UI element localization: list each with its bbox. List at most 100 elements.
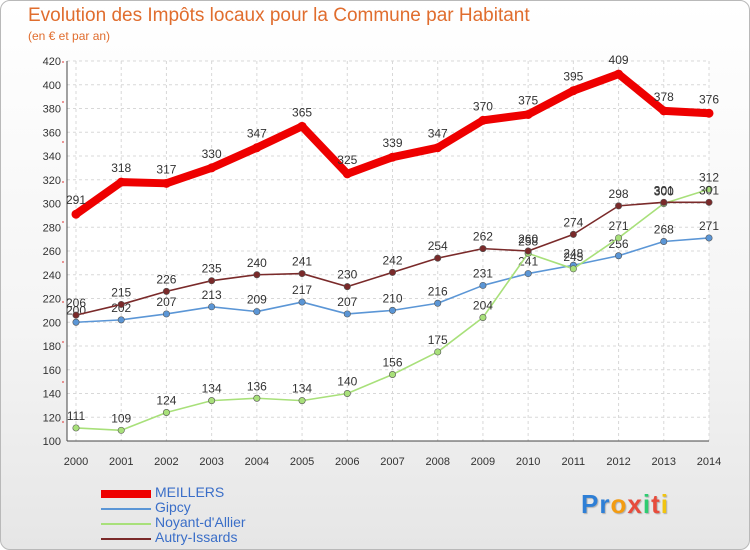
- chart-subtitle: (en € et par an): [28, 29, 111, 43]
- data-label: 318: [111, 161, 131, 175]
- legend-label: Gipcy: [155, 499, 191, 515]
- logo-letter: o: [610, 489, 628, 519]
- y-tick-label: 220: [43, 294, 61, 306]
- data-label: 231: [473, 266, 493, 280]
- y-tick-label: 240: [43, 270, 61, 282]
- data-point: [660, 238, 668, 246]
- data-point: [161, 178, 171, 188]
- y-tick-label: 160: [43, 365, 61, 377]
- x-tick-label: 2000: [64, 456, 88, 468]
- y-tick-label: 420: [43, 56, 61, 68]
- data-label: 248: [563, 246, 583, 260]
- chart-title: Evolution des Impôts locaux pour la Comm…: [28, 5, 530, 26]
- data-point: [343, 283, 351, 291]
- logo-letter: P: [581, 489, 600, 519]
- data-label: 258: [518, 234, 538, 248]
- data-point: [523, 109, 533, 119]
- legend-swatch: [101, 508, 151, 510]
- data-label: 395: [563, 70, 583, 84]
- x-tick-label: 2007: [380, 456, 404, 468]
- legend-label: Noyant-d'Allier: [155, 514, 246, 530]
- data-label: 235: [202, 262, 222, 276]
- data-label: 317: [156, 162, 176, 176]
- data-label: 339: [382, 136, 402, 150]
- x-tick-label: 2004: [245, 456, 269, 468]
- x-tick-label: 2012: [606, 456, 630, 468]
- data-point: [705, 234, 713, 242]
- data-label: 271: [699, 219, 719, 233]
- proxiti-logo: Proxiti: [581, 489, 669, 520]
- legend-label: Autry-Issards: [155, 529, 238, 545]
- data-point: [568, 86, 578, 96]
- data-label: 109: [111, 411, 131, 425]
- data-point: [117, 426, 125, 434]
- data-point: [434, 299, 442, 307]
- data-label: 245: [563, 250, 583, 264]
- data-label: 365: [292, 105, 312, 119]
- data-label: 207: [337, 295, 357, 309]
- y-tick-label: 120: [43, 412, 61, 424]
- data-point: [71, 209, 81, 219]
- y-tick-label: 380: [43, 104, 61, 116]
- data-label: 241: [518, 255, 538, 269]
- data-label: 298: [609, 187, 629, 201]
- y-tick-label: 340: [43, 151, 61, 163]
- logo-letter: t: [651, 489, 661, 519]
- data-point: [388, 152, 397, 162]
- legend-label: MEILLERS: [155, 484, 225, 500]
- data-point: [342, 169, 352, 179]
- data-label: 375: [518, 93, 538, 107]
- legend-swatch: [101, 490, 151, 498]
- data-point: [117, 300, 125, 308]
- y-tick-label: 140: [43, 389, 61, 401]
- x-tick-label: 2013: [652, 456, 676, 468]
- logo-letter: i: [642, 489, 652, 519]
- x-tick-label: 2008: [425, 456, 449, 468]
- data-label: 124: [156, 394, 176, 408]
- y-tick-label: 180: [43, 341, 61, 353]
- data-label: 213: [202, 288, 222, 302]
- data-point: [659, 106, 669, 116]
- data-point: [162, 408, 170, 416]
- data-label: 376: [699, 92, 719, 106]
- data-point: [478, 115, 488, 125]
- data-point: [297, 121, 307, 131]
- data-point: [479, 313, 487, 321]
- y-tick-label: 320: [43, 175, 61, 187]
- y-tick-label: 360: [43, 127, 61, 139]
- data-label: 217: [292, 283, 312, 297]
- data-label: 242: [382, 253, 402, 267]
- data-label: 207: [156, 295, 176, 309]
- x-tick-label: 2010: [516, 456, 540, 468]
- logo-letter: x: [627, 489, 643, 519]
- legend-swatch: [101, 538, 151, 540]
- x-tick-label: 2003: [199, 456, 223, 468]
- data-label: 134: [202, 382, 222, 396]
- data-point: [434, 254, 442, 262]
- data-point: [298, 270, 306, 278]
- y-tick-label: 200: [43, 317, 61, 329]
- data-label: 347: [247, 127, 267, 141]
- data-point: [72, 311, 80, 319]
- data-point: [388, 306, 396, 314]
- data-label: 312: [699, 170, 719, 184]
- data-label: 274: [563, 215, 583, 229]
- logo-letter: i: [660, 489, 669, 519]
- data-point: [117, 316, 125, 324]
- data-point: [162, 287, 170, 295]
- x-tick-label: 2005: [290, 456, 314, 468]
- data-label: 301: [654, 183, 674, 197]
- data-point: [614, 69, 624, 79]
- x-tick-label: 2009: [471, 456, 495, 468]
- data-point: [343, 389, 351, 397]
- legend-swatch: [101, 523, 151, 525]
- data-label: 204: [473, 299, 493, 313]
- data-point: [298, 298, 306, 306]
- data-point: [479, 245, 487, 253]
- data-label: 268: [654, 223, 674, 237]
- data-label: 240: [247, 256, 267, 270]
- x-tick-label: 2002: [154, 456, 178, 468]
- data-label: 210: [382, 291, 402, 305]
- data-label: 209: [247, 293, 267, 307]
- data-label: 300: [654, 185, 674, 199]
